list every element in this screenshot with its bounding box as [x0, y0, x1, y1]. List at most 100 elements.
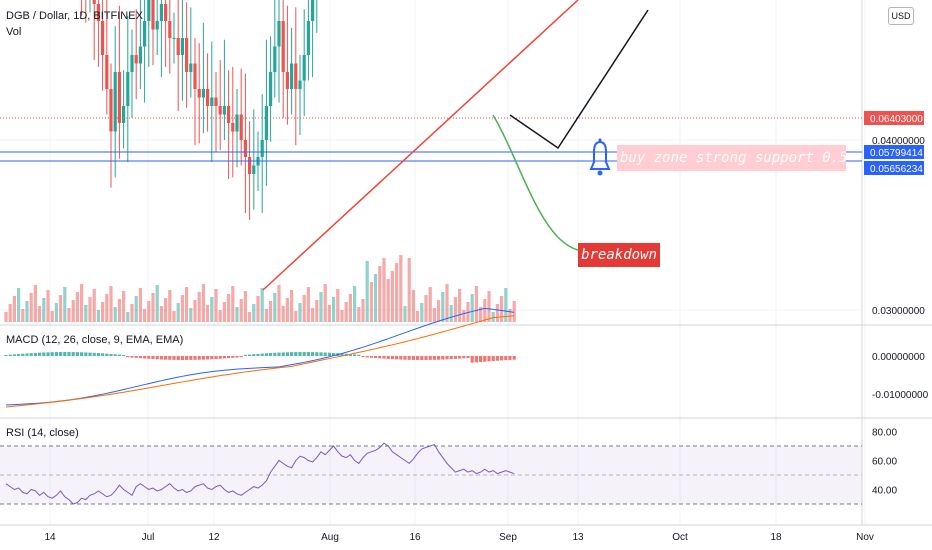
- macd-histogram-bar: [126, 356, 130, 358]
- macd-histogram-bar: [445, 356, 449, 360]
- price-axis[interactable]: 0.030000000.040000000.050000000.06000000…: [864, 0, 929, 497]
- candle-body: [231, 123, 235, 132]
- candle-body: [109, 89, 113, 132]
- volume-bar: [96, 310, 100, 322]
- time-tick-label: 12: [208, 532, 220, 543]
- macd-histogram-bar: [147, 356, 151, 359]
- macd-histogram-bar: [54, 352, 58, 356]
- candle-body: [239, 114, 243, 140]
- macd-histogram-bar: [332, 352, 336, 356]
- candle-body: [147, 0, 151, 21]
- time-axis[interactable]: 14 Jul 12 Aug 16 Sep 13 Oct 18 Nov: [0, 524, 932, 543]
- currency-button[interactable]: USD: [888, 7, 914, 25]
- candle-body: [126, 72, 130, 106]
- time-tick-label: Sep: [499, 532, 517, 543]
- volume-bar: [46, 290, 50, 322]
- candle-body: [290, 63, 294, 89]
- macd-histogram-bar: [306, 352, 310, 356]
- macd-histogram-bar: [361, 356, 365, 358]
- macd-histogram-bar: [256, 353, 260, 356]
- macd-histogram-bar: [185, 356, 189, 360]
- macd-histogram-bar: [390, 356, 394, 360]
- macd-histogram-bar: [420, 356, 424, 360]
- macd-histogram-bar: [172, 356, 176, 360]
- volume-bar: [147, 301, 151, 322]
- macd-histogram-bar: [4, 355, 8, 356]
- volume-bar: [306, 287, 310, 322]
- volume-bar: [113, 307, 117, 322]
- volume-bar: [281, 306, 285, 322]
- macd-histogram-bar: [143, 356, 147, 359]
- candle-body: [96, 4, 100, 21]
- volume-bar: [243, 291, 247, 322]
- macd-histogram-bar: [500, 356, 504, 361]
- macd-histogram-bar: [399, 356, 403, 360]
- volume-bar: [420, 303, 424, 322]
- candle-body: [122, 106, 126, 123]
- macd-histogram-bar: [235, 356, 239, 358]
- volume-bar: [504, 288, 508, 322]
- macd-histogram-bar: [466, 356, 470, 359]
- macd-histogram-bar: [285, 352, 289, 356]
- macd-histogram-bar: [197, 356, 201, 360]
- candle-body: [302, 55, 306, 81]
- volume-bar: [487, 291, 491, 322]
- volume-bar: [260, 288, 264, 322]
- volume-bar: [33, 285, 37, 322]
- buy-zone-annotation: buy zone strong support 0.571$: [617, 145, 846, 171]
- macd-histogram-bar: [96, 353, 100, 356]
- candle-body: [172, 38, 176, 39]
- volume-bar: [327, 305, 331, 322]
- bell-clapper: [597, 170, 603, 176]
- volume-bar: [151, 293, 155, 322]
- volume-bar: [210, 297, 214, 322]
- volume-bar: [227, 294, 231, 322]
- candlesticks: [81, 0, 318, 220]
- volume-bar: [386, 279, 390, 322]
- price-tick-label: 0.04000000: [872, 136, 925, 147]
- volume-bar: [382, 258, 386, 322]
- macd-histogram-bar: [495, 356, 499, 361]
- macd-histogram-bar: [214, 356, 218, 359]
- volume-bar: [344, 302, 348, 322]
- volume-bar: [290, 290, 294, 322]
- volume-bar: [269, 301, 273, 322]
- bell-body: [589, 140, 611, 170]
- volume-bar: [4, 312, 8, 322]
- candle-body: [113, 72, 117, 132]
- time-tick-label: Nov: [856, 532, 874, 543]
- macd-pane: [4, 307, 516, 408]
- macd-histogram-bar: [458, 356, 462, 359]
- macd-histogram-bar: [176, 356, 180, 360]
- volume-bar: [201, 284, 205, 322]
- volume-bar: [176, 303, 180, 322]
- volume-label: Vol: [6, 26, 22, 38]
- macd-histogram-bar: [88, 352, 92, 356]
- volume-bar: [75, 292, 79, 322]
- volume-bar: [109, 286, 113, 322]
- macd-histogram-bar: [424, 356, 428, 360]
- macd-histogram-bar: [252, 354, 256, 356]
- macd-label: MACD (12, 26, close, 9, EMA, EMA): [6, 334, 184, 346]
- macd-histogram-bar: [25, 353, 29, 356]
- macd-histogram-bar: [323, 352, 327, 356]
- volume-bar: [92, 289, 96, 322]
- volume-bar: [369, 282, 373, 322]
- candle-body: [189, 63, 193, 72]
- candle-body: [130, 55, 134, 72]
- volume-bar: [168, 290, 172, 322]
- candle-body: [311, 0, 315, 21]
- candle-body: [306, 21, 310, 55]
- volume-bar: [428, 287, 432, 322]
- macd-histogram-bar: [239, 356, 243, 358]
- volume-bar: [159, 306, 163, 322]
- volume-bar: [294, 311, 298, 322]
- support-lower-label: 0.05656234: [870, 164, 923, 175]
- candle-body: [138, 46, 142, 64]
- macd-histogram-bar: [231, 356, 235, 358]
- volume-bar: [101, 302, 105, 322]
- volume-bar: [365, 261, 369, 322]
- volume-bar: [38, 306, 42, 322]
- candle-body: [222, 106, 226, 115]
